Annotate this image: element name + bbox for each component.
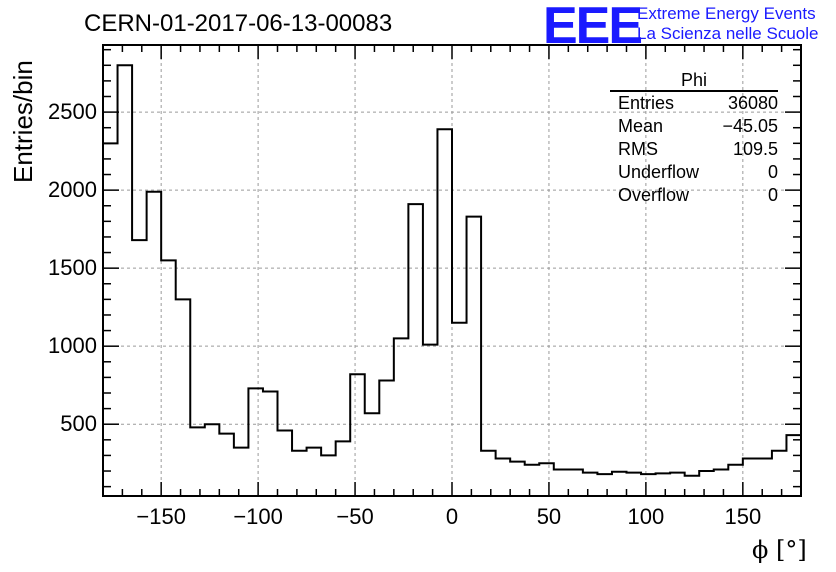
brand-line-2: La Scienza nelle Scuole <box>637 24 819 43</box>
brand-line-1: Extreme Energy Events <box>637 4 816 23</box>
axis-ticks <box>102 45 802 496</box>
stats-label: Overflow <box>618 185 690 205</box>
stats-value: 36080 <box>727 93 778 113</box>
stats-value: 0 <box>767 162 778 182</box>
x-tick-label: 100 <box>627 504 665 529</box>
stats-row-underflow: Underflow 0 <box>610 161 778 184</box>
y-tick-label: 2500 <box>48 99 97 125</box>
y-tick-label: 2000 <box>48 177 97 203</box>
y-tick-label: 1000 <box>48 333 97 359</box>
stats-row-entries: Entries 36080 <box>610 92 778 115</box>
eee-logo: EEE <box>543 0 643 55</box>
x-tick-label: 150 <box>724 504 762 529</box>
x-tick-label: 0 <box>445 504 459 529</box>
stats-value: 0 <box>767 185 778 205</box>
histogram-series <box>103 64 802 477</box>
stats-value: 109.5 <box>732 139 778 159</box>
y-axis-label: Entries/bin <box>8 60 38 183</box>
x-axis-label: ϕ [°] <box>752 536 807 564</box>
x-tick-label: 50 <box>536 504 562 529</box>
stats-value: −45.05 <box>722 116 778 136</box>
x-tick-label: −150 <box>136 504 186 529</box>
plot-title: CERN-01-2017-06-13-00083 <box>84 10 393 37</box>
y-tick-label: 1500 <box>48 255 97 281</box>
stats-divider <box>610 90 778 92</box>
x-tick-label: −100 <box>233 504 283 529</box>
stats-row-mean: Mean −45.05 <box>610 115 778 138</box>
y-tick-label: 500 <box>60 411 97 437</box>
x-tick-label: −50 <box>336 504 374 529</box>
stats-label: Mean <box>618 116 664 136</box>
stats-label: Entries <box>618 93 675 113</box>
stats-row-overflow: Overflow 0 <box>610 184 778 207</box>
stats-label: RMS <box>618 139 658 159</box>
stats-title: Phi <box>680 70 707 90</box>
stats-row-rms: RMS 109.5 <box>610 138 778 161</box>
stats-label: Underflow <box>618 162 700 182</box>
stats-box: Phi Entries 36080 Mean −45.05 RMS 109.5 Und… <box>610 70 778 207</box>
